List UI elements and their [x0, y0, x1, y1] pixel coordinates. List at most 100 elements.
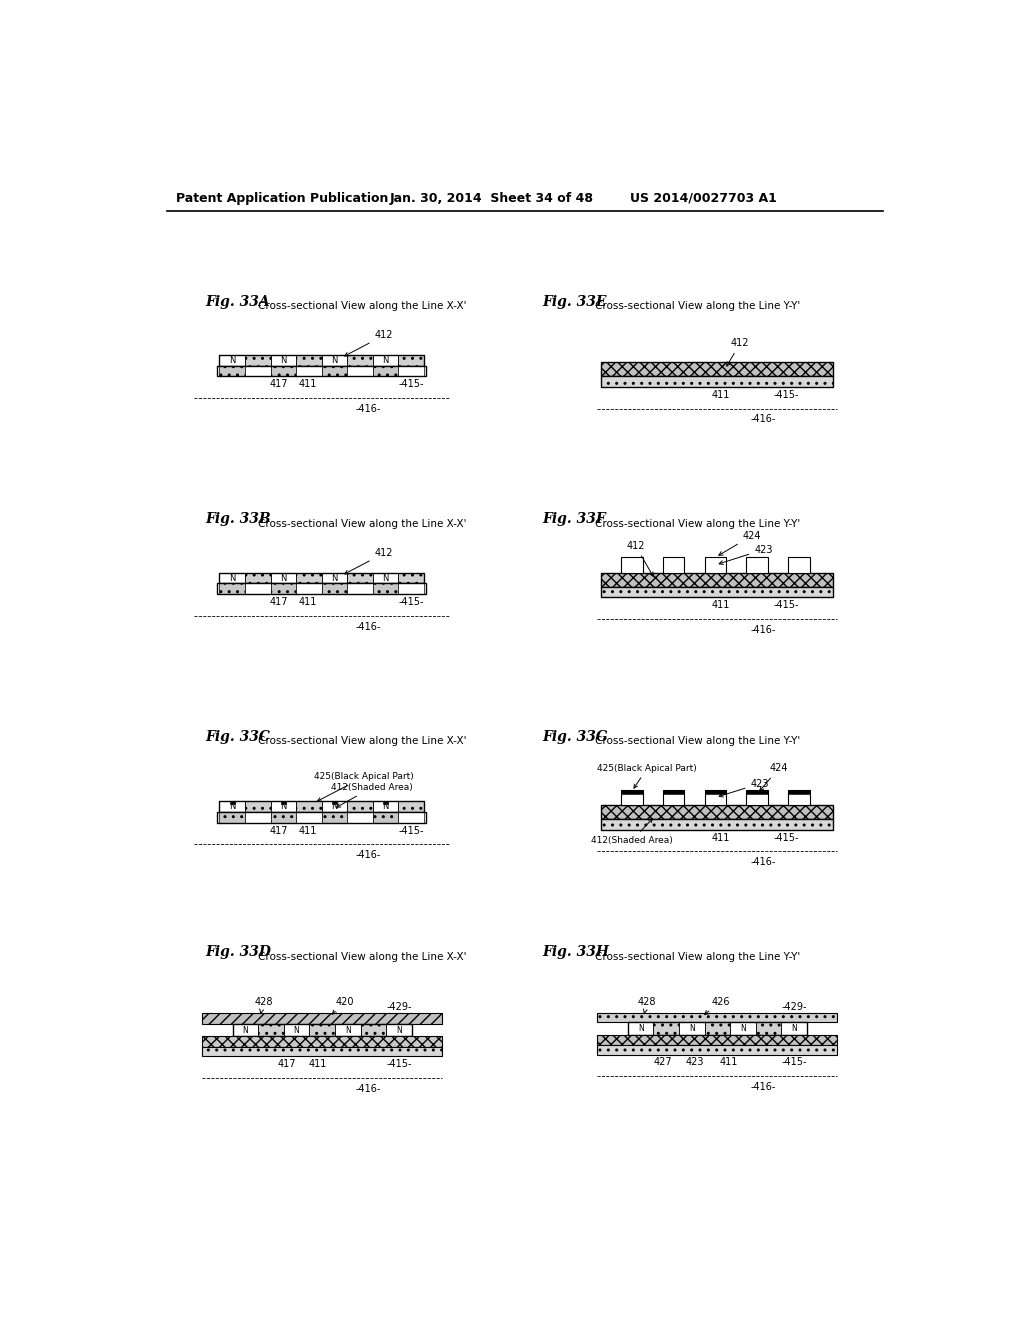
Text: -415-: -415- [774, 833, 800, 842]
Bar [347, 366, 373, 376]
Text: -416-: -416- [355, 850, 381, 861]
Bar [746, 789, 768, 793]
Text: Fig. 33B: Fig. 33B [206, 512, 271, 527]
Bar [281, 801, 286, 804]
Bar [296, 355, 322, 366]
Bar [705, 789, 726, 805]
Text: 427: 427 [653, 1057, 672, 1068]
Text: -415-: -415- [774, 389, 800, 400]
Text: N: N [281, 803, 287, 812]
Text: -416-: -416- [751, 624, 776, 635]
Text: N: N [689, 1024, 694, 1034]
Bar [270, 355, 296, 366]
Bar [232, 1024, 258, 1036]
Text: -415-: -415- [398, 597, 424, 607]
Text: 412: 412 [727, 338, 750, 366]
Bar [258, 1024, 284, 1036]
Bar [373, 366, 398, 376]
Bar [597, 1014, 838, 1022]
Bar [322, 366, 347, 376]
Text: Cross-sectional View along the Line Y-Y': Cross-sectional View along the Line Y-Y' [595, 737, 801, 746]
Text: -415-: -415- [398, 825, 424, 836]
Bar [788, 789, 810, 793]
Bar [788, 557, 810, 573]
Text: 423: 423 [686, 1057, 705, 1068]
Bar [322, 355, 347, 366]
Bar [217, 366, 426, 376]
Bar [270, 583, 296, 594]
Bar [347, 801, 373, 812]
Text: Cross-sectional View along the Line Y-Y': Cross-sectional View along the Line Y-Y' [595, 519, 801, 529]
Bar [270, 573, 296, 583]
Text: 411: 411 [299, 825, 317, 836]
Text: Cross-sectional View along the Line Y-Y': Cross-sectional View along the Line Y-Y' [595, 952, 801, 961]
Text: -416-: -416- [751, 1082, 776, 1092]
Text: N: N [243, 1026, 248, 1035]
Bar [621, 557, 643, 573]
Bar [245, 366, 270, 376]
Text: N: N [332, 355, 338, 364]
Bar [621, 789, 643, 805]
Bar [679, 1022, 705, 1035]
Text: N: N [345, 1026, 350, 1035]
Text: 412: 412 [344, 548, 393, 574]
Text: 425(Black Apical Part): 425(Black Apical Part) [597, 764, 697, 788]
Text: -429-: -429- [386, 1002, 412, 1012]
Bar [245, 801, 270, 812]
Text: Fig. 33C: Fig. 33C [206, 730, 270, 743]
Text: 411: 411 [712, 833, 730, 842]
Text: N: N [383, 574, 389, 582]
Bar [309, 1024, 335, 1036]
Text: Jan. 30, 2014  Sheet 34 of 48: Jan. 30, 2014 Sheet 34 of 48 [390, 191, 594, 205]
Text: -429-: -429- [781, 1002, 807, 1012]
Text: 411: 411 [308, 1059, 327, 1069]
Bar [284, 1024, 309, 1036]
Text: Patent Application Publication: Patent Application Publication [176, 191, 388, 205]
Text: 428: 428 [254, 997, 272, 1014]
Bar [383, 801, 388, 804]
Text: N: N [383, 355, 389, 364]
Text: 420: 420 [332, 997, 354, 1014]
Bar [202, 1047, 442, 1056]
Text: -416-: -416- [355, 622, 381, 631]
Text: Fig. 33E: Fig. 33E [543, 294, 607, 309]
Text: Fig. 33D: Fig. 33D [206, 945, 271, 960]
Bar [322, 801, 347, 812]
Bar [663, 789, 684, 805]
Text: N: N [396, 1026, 401, 1035]
Bar [705, 557, 726, 573]
Text: Fig. 33G: Fig. 33G [543, 730, 608, 743]
Text: N: N [792, 1024, 797, 1034]
Bar [601, 818, 834, 830]
Bar [219, 355, 245, 366]
Bar [663, 789, 684, 793]
Bar [270, 366, 296, 376]
Bar [322, 573, 347, 583]
Text: 425(Black Apical Part): 425(Black Apical Part) [314, 772, 415, 801]
Bar [322, 812, 347, 822]
Text: N: N [740, 1024, 745, 1034]
Text: 411: 411 [720, 1057, 738, 1068]
Text: 423: 423 [719, 545, 773, 565]
Bar [373, 573, 398, 583]
Bar [217, 812, 426, 822]
Bar [335, 1024, 360, 1036]
Text: N: N [294, 1026, 299, 1035]
Bar [601, 805, 834, 818]
Bar [601, 586, 834, 597]
Text: Cross-sectional View along the Line X-X': Cross-sectional View along the Line X-X' [258, 737, 467, 746]
Text: 411: 411 [712, 601, 730, 610]
Text: N: N [229, 355, 236, 364]
Text: 412(Shaded Area): 412(Shaded Area) [591, 818, 673, 845]
Bar [219, 573, 424, 583]
Bar [746, 789, 768, 805]
Text: 411: 411 [299, 597, 317, 607]
Bar [219, 801, 424, 812]
Text: N: N [229, 803, 236, 812]
Text: Cross-sectional View along the Line X-X': Cross-sectional View along the Line X-X' [258, 952, 467, 961]
Bar [781, 1022, 807, 1035]
Text: -415-: -415- [386, 1059, 412, 1069]
Text: 412: 412 [344, 330, 393, 356]
Bar [601, 376, 834, 387]
Text: 411: 411 [712, 389, 730, 400]
